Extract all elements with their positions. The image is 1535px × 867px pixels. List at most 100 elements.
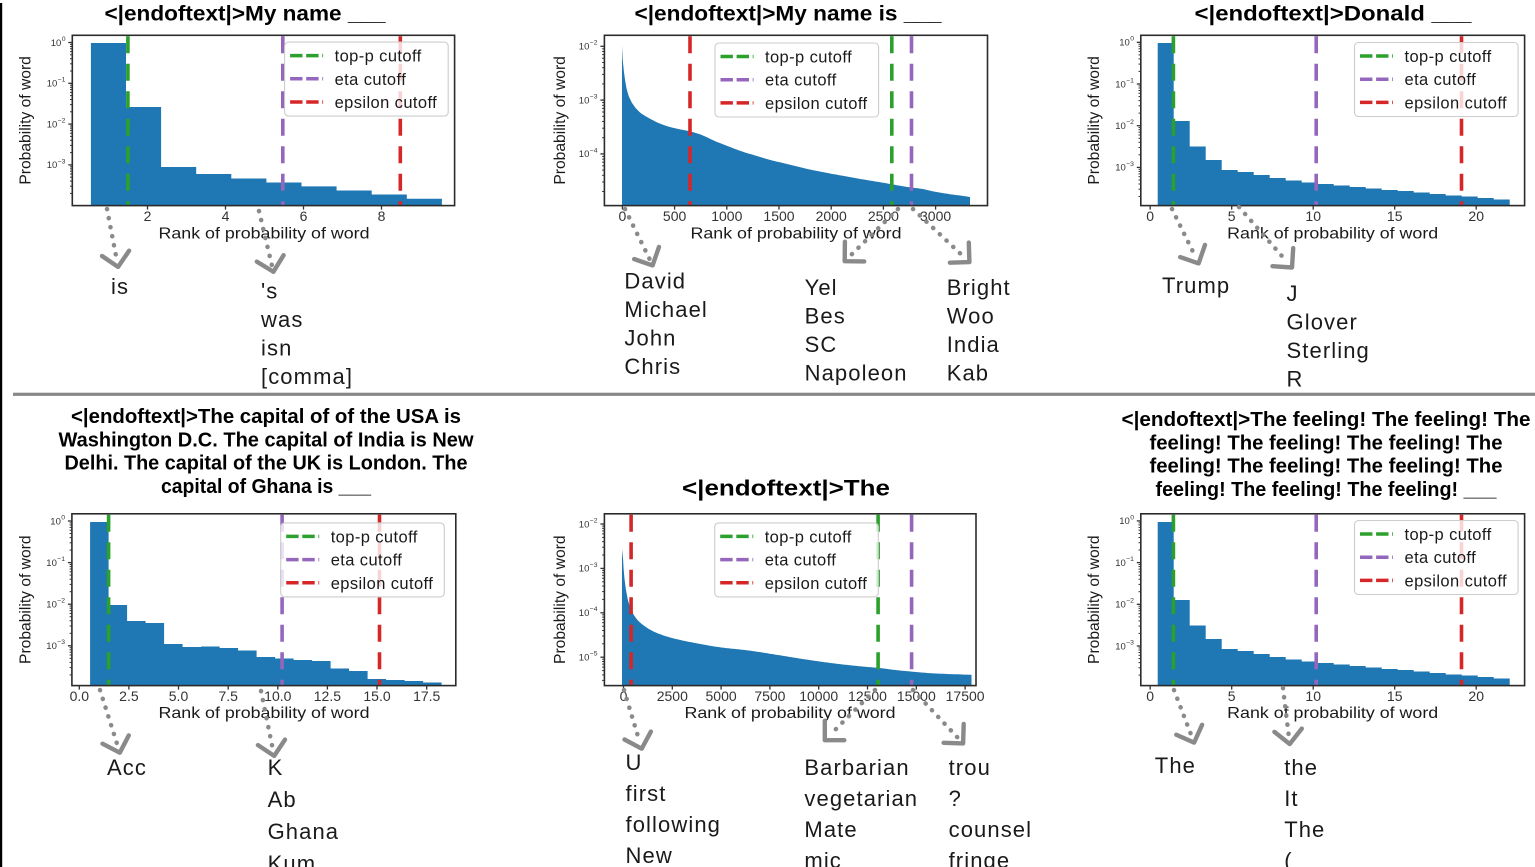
svg-text:(: ( xyxy=(1284,848,1292,867)
svg-text:was: was xyxy=(260,307,303,332)
svg-text:epsilon cutoff: epsilon cutoff xyxy=(1405,572,1508,590)
svg-text:10: 10 xyxy=(1115,121,1126,132)
svg-text:−2: −2 xyxy=(57,598,65,605)
svg-text:Probability of word: Probability of word xyxy=(552,535,569,664)
svg-text:isn: isn xyxy=(261,336,292,361)
svg-text:−3: −3 xyxy=(58,158,66,165)
svg-text:15.0: 15.0 xyxy=(363,688,390,704)
svg-text:J: J xyxy=(1287,281,1299,306)
svg-text:top-p cutoff: top-p cutoff xyxy=(765,49,852,67)
svg-text:10: 10 xyxy=(1115,558,1126,569)
svg-text:top-p cutoff: top-p cutoff xyxy=(765,528,852,546)
svg-text:feeling! The feeling! The feel: feeling! The feeling! The feeling! The xyxy=(1150,432,1503,454)
svg-text:10: 10 xyxy=(579,149,590,160)
svg-text:0: 0 xyxy=(1130,36,1134,43)
svg-text:−3: −3 xyxy=(590,94,598,101)
svg-text:2500: 2500 xyxy=(657,688,688,704)
svg-text:10: 10 xyxy=(1115,79,1126,90)
svg-text:Rank of probability of word: Rank of probability of word xyxy=(159,225,370,242)
svg-text:10: 10 xyxy=(51,38,62,49)
svg-text:7500: 7500 xyxy=(754,688,785,704)
svg-text:2: 2 xyxy=(144,208,152,224)
svg-text:K: K xyxy=(268,755,284,780)
svg-text:Yel: Yel xyxy=(805,275,838,300)
svg-text:12.5: 12.5 xyxy=(314,688,341,704)
svg-text:10: 10 xyxy=(579,653,590,664)
svg-text:1000: 1000 xyxy=(711,208,742,224)
svg-text:eta cutoff: eta cutoff xyxy=(1405,549,1477,567)
svg-text:10: 10 xyxy=(46,558,57,569)
svg-text:<|endoftext|>My name is ___: <|endoftext|>My name is ___ xyxy=(635,3,942,26)
svg-text:Rank of probability of word: Rank of probability of word xyxy=(691,225,902,242)
svg-text:5000: 5000 xyxy=(706,688,737,704)
svg-text:Woo: Woo xyxy=(947,304,995,329)
svg-text:Barbarian: Barbarian xyxy=(804,755,909,780)
svg-text:−3: −3 xyxy=(1126,161,1134,168)
svg-text:0: 0 xyxy=(1146,688,1154,704)
svg-text:20: 20 xyxy=(1468,688,1484,704)
svg-text:−2: −2 xyxy=(58,118,66,125)
svg-text:mic: mic xyxy=(804,848,842,867)
svg-text:epsilon cutoff: epsilon cutoff xyxy=(765,575,868,593)
svg-text:10: 10 xyxy=(579,608,590,619)
svg-text:Bes: Bes xyxy=(805,304,846,329)
svg-text:Washington D.C. The capital of: Washington D.C. The capital of India is … xyxy=(59,429,474,451)
svg-text:epsilon cutoff: epsilon cutoff xyxy=(331,575,434,593)
svg-text:10: 10 xyxy=(1305,688,1321,704)
svg-text:5.0: 5.0 xyxy=(169,688,189,704)
svg-text:New: New xyxy=(626,843,673,867)
svg-text:Kab: Kab xyxy=(947,361,989,386)
svg-text:epsilon cutoff: epsilon cutoff xyxy=(335,94,438,112)
svg-text:is: is xyxy=(111,274,129,299)
svg-text:David: David xyxy=(624,269,686,294)
svg-text:Rank of probability of word: Rank of probability of word xyxy=(685,705,896,722)
svg-text:India: India xyxy=(947,332,1000,357)
svg-text:10: 10 xyxy=(47,119,58,130)
svg-text:0: 0 xyxy=(62,36,66,43)
svg-text:1500: 1500 xyxy=(763,208,794,224)
svg-text:Probability of word: Probability of word xyxy=(552,56,569,185)
svg-text:Delhi. The capital of the UK i: Delhi. The capital of the UK is London. … xyxy=(65,453,468,475)
svg-text:10.0: 10.0 xyxy=(264,688,291,704)
svg-text:−1: −1 xyxy=(58,77,66,84)
svg-text:feeling! The feeling! The feel: feeling! The feeling! The feeling! ___ xyxy=(1156,479,1498,501)
svg-text:17.5: 17.5 xyxy=(413,688,440,704)
svg-text:10: 10 xyxy=(1115,600,1126,611)
svg-text:?: ? xyxy=(949,786,962,811)
svg-text:Probability of word: Probability of word xyxy=(18,56,35,185)
svg-text:10: 10 xyxy=(579,95,590,106)
svg-text:−1: −1 xyxy=(1126,77,1134,84)
svg-text:−2: −2 xyxy=(1126,119,1134,126)
svg-text:<|endoftext|>Donald ___: <|endoftext|>Donald ___ xyxy=(1195,3,1472,26)
svg-text:epsilon cutoff: epsilon cutoff xyxy=(765,95,868,113)
svg-text:Ghana: Ghana xyxy=(268,819,340,844)
svg-text:[comma]: [comma] xyxy=(261,364,353,389)
svg-text:17500: 17500 xyxy=(946,688,985,704)
svg-text:Rank of probability of word: Rank of probability of word xyxy=(1227,225,1438,242)
svg-text:5: 5 xyxy=(1228,208,1236,224)
svg-text:fringe: fringe xyxy=(949,848,1011,867)
svg-text:trou: trou xyxy=(949,755,991,780)
svg-text:Kum: Kum xyxy=(268,851,317,867)
svg-text:0.0: 0.0 xyxy=(70,688,90,704)
svg-text:U: U xyxy=(626,750,643,775)
svg-text:0: 0 xyxy=(61,514,65,521)
svg-text:SC: SC xyxy=(805,332,838,357)
svg-text:eta cutoff: eta cutoff xyxy=(335,71,407,89)
svg-text:10: 10 xyxy=(50,516,61,527)
svg-text:Napoleon: Napoleon xyxy=(805,361,908,386)
svg-text:−2: −2 xyxy=(1126,598,1134,605)
svg-text:top-p cutoff: top-p cutoff xyxy=(331,528,418,546)
svg-text:0: 0 xyxy=(620,688,628,704)
svg-text:15: 15 xyxy=(1387,208,1403,224)
svg-text:Probability of word: Probability of word xyxy=(1086,535,1103,664)
svg-text:R: R xyxy=(1287,367,1304,392)
svg-text:−3: −3 xyxy=(1126,639,1134,646)
svg-text:10: 10 xyxy=(579,564,590,575)
svg-text:10: 10 xyxy=(1115,163,1126,174)
svg-text:15000: 15000 xyxy=(897,688,936,704)
svg-text:6: 6 xyxy=(300,208,308,224)
svg-text:eta cutoff: eta cutoff xyxy=(1405,71,1477,89)
svg-text:−2: −2 xyxy=(590,40,598,47)
svg-text:10: 10 xyxy=(1119,38,1130,49)
